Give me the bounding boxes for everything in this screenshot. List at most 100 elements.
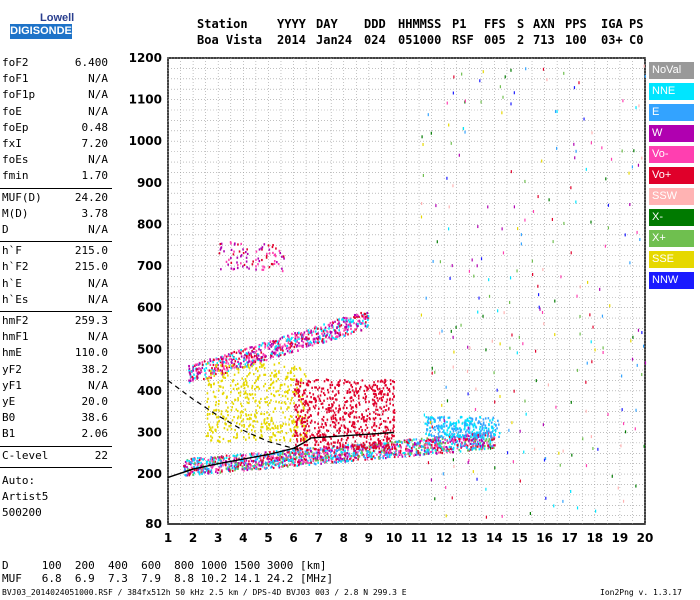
echo-point	[269, 340, 272, 343]
noise-point	[487, 205, 489, 209]
autoscale-info: 500200	[2, 505, 42, 519]
echo-point	[279, 343, 281, 347]
echo-point	[456, 445, 459, 448]
echo-point	[235, 351, 238, 354]
echo-point	[435, 424, 438, 428]
echo-point	[189, 461, 191, 464]
param-row: foEs N/A	[2, 153, 108, 168]
noise-point	[570, 489, 572, 493]
echo-point	[330, 457, 332, 460]
echo-point	[385, 445, 388, 448]
echo-point	[189, 377, 192, 380]
echo-point	[336, 429, 338, 432]
noise-point	[542, 268, 544, 272]
echo-point	[256, 463, 258, 466]
echo-point	[198, 458, 201, 462]
noise-point	[430, 478, 433, 482]
param-row: hmF1 N/A	[2, 330, 108, 345]
echo-point	[188, 367, 191, 371]
echo-point	[250, 364, 252, 367]
echo-point	[274, 373, 276, 377]
echo-point	[350, 324, 352, 327]
echo-point	[359, 434, 361, 437]
noise-point	[461, 72, 463, 76]
echo-point	[200, 471, 203, 474]
echo-point	[378, 426, 381, 429]
echo-point	[230, 267, 233, 270]
echo-point	[270, 439, 272, 442]
echo-point	[299, 368, 302, 371]
echo-point	[219, 361, 222, 364]
echo-point	[384, 453, 387, 456]
echo-point	[337, 410, 340, 413]
noise-point	[592, 447, 594, 451]
echo-point	[271, 461, 273, 464]
echo-point	[338, 431, 340, 435]
echo-point	[207, 432, 209, 435]
echo-point	[479, 446, 482, 449]
echo-point	[490, 421, 493, 424]
echo-point	[388, 407, 390, 410]
echo-point	[429, 416, 432, 419]
echo-point	[448, 426, 451, 429]
echo-point	[459, 437, 462, 441]
echo-point	[342, 443, 344, 446]
echo-point	[243, 383, 246, 387]
echo-point	[334, 453, 336, 456]
echo-point	[376, 385, 378, 388]
noise-point	[602, 346, 604, 350]
echo-point	[260, 453, 262, 457]
echo-point	[437, 429, 440, 432]
echo-point	[235, 357, 237, 360]
echo-point	[482, 423, 485, 426]
echo-point	[357, 458, 359, 461]
echo-point	[358, 444, 361, 447]
echo-point	[347, 429, 349, 432]
echo-point	[230, 261, 233, 264]
echo-point	[277, 378, 280, 381]
echo-point	[314, 457, 317, 460]
noise-point	[579, 285, 581, 289]
echo-point	[320, 402, 323, 406]
echo-point	[269, 384, 272, 387]
noise-point	[422, 142, 424, 146]
header-value-8: 713	[533, 33, 555, 47]
noise-point	[563, 71, 565, 75]
echo-point	[435, 436, 438, 439]
echo-point	[260, 412, 263, 415]
noise-point	[451, 264, 453, 268]
echo-point	[223, 365, 225, 368]
echo-point	[265, 359, 268, 362]
echo-point	[276, 456, 278, 459]
echo-point	[366, 414, 369, 418]
echo-point	[392, 430, 395, 433]
echo-point	[400, 440, 402, 444]
echo-point	[385, 429, 388, 432]
echo-point	[469, 442, 472, 445]
echo-point	[326, 443, 329, 446]
echo-point	[266, 463, 269, 466]
echo-point	[271, 457, 274, 460]
echo-point	[264, 373, 267, 376]
echo-point	[302, 431, 305, 435]
echo-point	[250, 354, 253, 357]
echo-point	[435, 440, 437, 443]
echo-point	[296, 434, 299, 437]
noise-point	[570, 400, 572, 404]
echo-point	[302, 397, 304, 401]
echo-point	[473, 432, 475, 435]
echo-point	[329, 337, 332, 340]
echo-point	[186, 474, 189, 477]
echo-point	[260, 363, 263, 366]
echo-point	[281, 457, 284, 460]
echo-point	[232, 357, 235, 361]
noise-point	[523, 450, 525, 454]
echo-point	[379, 417, 382, 420]
echo-point	[298, 399, 300, 402]
noise-point	[607, 203, 610, 207]
echo-point	[238, 357, 240, 360]
echo-point	[377, 456, 380, 459]
echo-point	[295, 452, 297, 455]
echo-point	[218, 369, 220, 372]
echo-point	[305, 345, 308, 348]
